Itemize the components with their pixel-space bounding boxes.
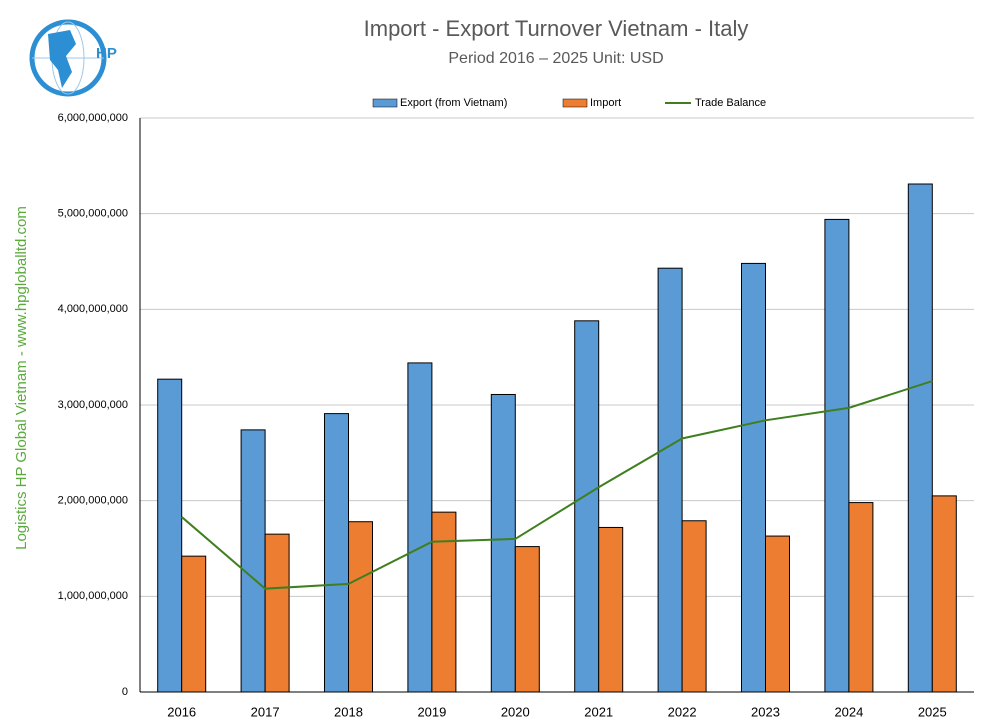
bar [264,533,290,693]
bar [157,378,183,693]
x-tick-label: 2020 [501,704,530,719]
bar [514,546,540,693]
legend-label: Trade Balance [695,97,766,109]
bar [598,526,624,693]
y-tick-label: 3,000,000,000 [58,399,128,411]
bar [907,183,933,693]
bar [681,520,707,693]
bar [348,521,373,693]
bar [824,218,850,693]
bar [931,495,957,693]
x-tick-label: 2018 [334,704,363,719]
bar [240,429,266,693]
side-text: Logistics HP Global Vietnam - www.hpglob… [13,206,30,550]
chart-title: Import - Export Turnover Vietnam - Italy [364,16,749,41]
x-tick-label: 2021 [584,704,613,719]
x-tick-label: 2023 [751,704,780,719]
chart-subtitle: Period 2016 – 2025 Unit: USD [448,50,663,67]
x-tick-label: 2017 [251,704,280,719]
legend-swatch [562,98,588,108]
bar [324,413,349,693]
y-tick-label: 6,000,000,000 [58,112,128,124]
bar [431,511,457,693]
x-tick-label: 2025 [918,704,947,719]
x-tick-label: 2019 [417,704,446,719]
x-tick-label: 2022 [668,704,697,719]
y-tick-label: 0 [122,686,128,698]
legend-label: Export (from Vietnam) [400,97,507,109]
bar [657,267,683,693]
legend-label: Import [590,97,621,109]
logo-land [48,30,76,88]
bar [574,320,600,693]
bar [765,535,790,693]
x-tick-label: 2016 [167,704,196,719]
trade-balance-line [181,380,933,590]
logo-text: HP [96,45,117,62]
y-tick-label: 1,000,000,000 [58,590,128,602]
y-tick-label: 5,000,000,000 [58,208,128,220]
x-tick-label: 2024 [834,704,863,719]
bar [848,502,874,693]
y-tick-label: 4,000,000,000 [58,303,128,315]
y-tick-label: 2,000,000,000 [58,495,128,507]
logo: HP [29,19,117,97]
bar [407,362,433,693]
legend-swatch [372,98,398,108]
bar [490,393,516,693]
bar [741,262,766,693]
bar [181,555,207,693]
